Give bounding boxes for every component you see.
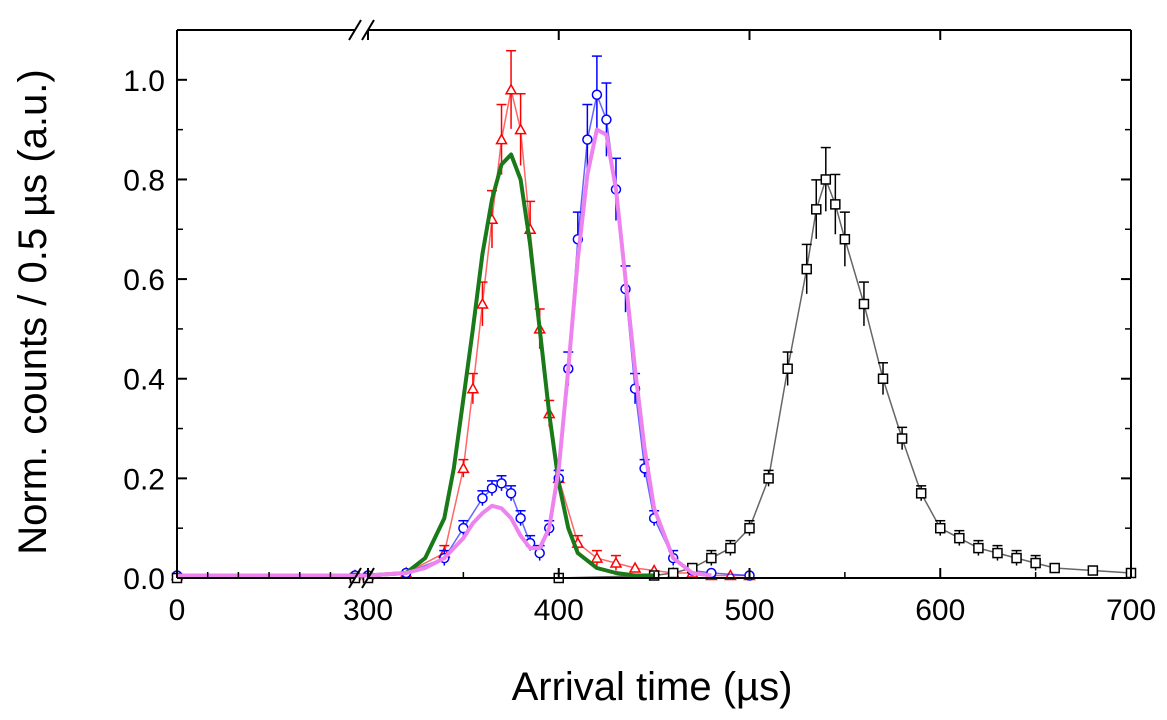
series-1-point — [486, 483, 498, 494]
series-3-fit-line — [177, 152, 655, 578]
series-0-point — [590, 551, 604, 563]
series-0-point — [514, 123, 527, 135]
series-0-point — [476, 297, 489, 309]
y-tick-label: 0.6 — [123, 264, 165, 297]
series-2-point — [858, 298, 870, 310]
series-1-point — [496, 478, 507, 489]
y-axis-title: Norm. counts / 0.5 µs (a.u.) — [11, 69, 55, 554]
y-tick-label: 0.8 — [123, 164, 165, 197]
series-2-point — [763, 473, 774, 484]
plot-series — [170, 49, 1137, 584]
series-1-point — [515, 512, 526, 524]
x-tick-label: 700 — [1106, 594, 1156, 627]
series-2-point — [935, 522, 946, 534]
series-2-point — [1087, 565, 1099, 576]
series-2-point — [725, 542, 736, 554]
series-2-point — [801, 263, 812, 275]
series-0-point — [466, 382, 480, 394]
series-2-point — [877, 373, 889, 384]
series-4-fit-line — [177, 127, 712, 578]
x-tick-label: 400 — [534, 594, 584, 627]
series-0-point — [504, 83, 518, 95]
y-tick-label: 0.0 — [123, 563, 165, 596]
series-2-point — [811, 204, 822, 215]
series-0-trace — [177, 89, 750, 577]
series-1-trace — [177, 92, 750, 577]
series-2-point — [839, 233, 851, 245]
series-0-point — [457, 461, 470, 474]
series-2-point — [830, 199, 841, 210]
series-2-point — [896, 433, 908, 444]
series-2-point — [915, 488, 927, 499]
series-2-point — [782, 363, 793, 375]
series-0-point — [628, 561, 642, 573]
x-tick-label: 0 — [169, 594, 186, 627]
y-tick-label: 1.0 — [123, 65, 165, 98]
tick-marks — [176, 30, 1132, 579]
series-2-point — [1049, 562, 1060, 574]
axis-break-slash-bottom-1 — [348, 567, 362, 589]
series-1-point — [591, 89, 603, 101]
x-tick-label: 500 — [724, 594, 774, 627]
series-1-point — [477, 493, 488, 504]
axis-break-slash-top-1 — [348, 19, 362, 41]
series-2-point — [1011, 552, 1022, 564]
y-tick-label: 0.2 — [123, 463, 165, 496]
x-tick-label: 600 — [915, 594, 965, 627]
series-2-point — [744, 522, 755, 534]
series-0-point — [609, 556, 623, 568]
series-2-point — [820, 174, 832, 185]
series-2-point — [1030, 557, 1041, 569]
axis-break-markers — [348, 19, 375, 589]
series-1-point — [601, 114, 612, 125]
series-2-point — [973, 542, 984, 554]
tick-labels: 0 300 400 500 600 700 0.0 0.2 0.4 0.6 0.8 1.0 — [123, 65, 1156, 627]
series-2-point — [706, 552, 717, 564]
series-1-point — [505, 488, 517, 499]
series-2-point — [992, 547, 1003, 559]
x-axis-title: Arrival time (µs) — [512, 665, 793, 709]
series-0-point — [495, 133, 508, 145]
x-tick-label: 300 — [343, 594, 393, 627]
series-1-point — [582, 134, 593, 145]
series-2-point — [667, 567, 679, 579]
y-tick-label: 0.4 — [123, 364, 165, 397]
series-2-point — [954, 532, 965, 544]
